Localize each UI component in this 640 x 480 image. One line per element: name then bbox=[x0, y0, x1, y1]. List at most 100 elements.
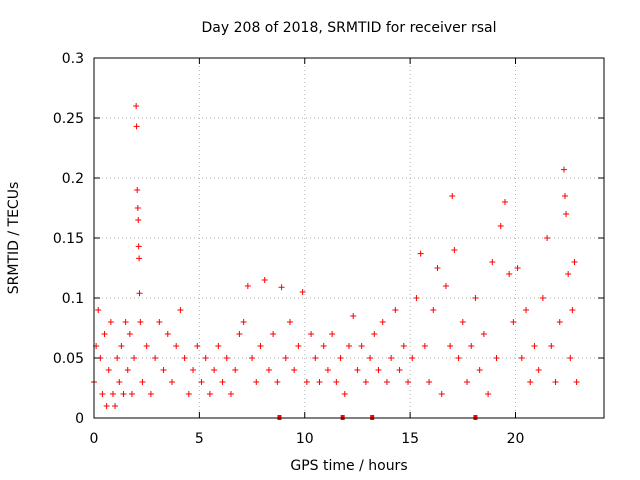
data-point bbox=[569, 307, 576, 313]
data-point bbox=[147, 391, 154, 397]
data-point bbox=[105, 367, 112, 373]
data-point bbox=[124, 367, 131, 373]
y-tick-label: 0.15 bbox=[53, 231, 84, 247]
data-point bbox=[168, 379, 175, 385]
data-point bbox=[392, 307, 399, 313]
y-tick-label: 0.2 bbox=[62, 171, 84, 187]
data-point bbox=[506, 271, 513, 277]
data-point bbox=[480, 331, 487, 337]
data-point bbox=[173, 343, 180, 349]
data-point bbox=[103, 403, 110, 409]
data-point bbox=[152, 355, 159, 361]
data-point bbox=[388, 355, 395, 361]
data-point bbox=[160, 367, 167, 373]
data-point bbox=[194, 343, 201, 349]
data-point bbox=[137, 319, 144, 325]
data-point bbox=[185, 391, 192, 397]
data-point bbox=[139, 379, 146, 385]
data-point bbox=[131, 355, 138, 361]
data-point bbox=[198, 379, 205, 385]
data-point bbox=[135, 243, 142, 250]
data-point bbox=[497, 223, 504, 229]
grid-lines bbox=[94, 58, 604, 418]
data-point bbox=[346, 343, 352, 349]
data-point bbox=[244, 283, 251, 289]
data-point bbox=[417, 250, 424, 257]
data-point bbox=[219, 379, 226, 385]
data-point bbox=[329, 331, 336, 337]
y-tick-label: 0 bbox=[75, 411, 84, 427]
data-point bbox=[383, 379, 390, 385]
data-point bbox=[308, 331, 315, 337]
data-point bbox=[240, 319, 247, 325]
data-point bbox=[134, 187, 141, 193]
data-point bbox=[563, 211, 570, 217]
x-tick-label: 10 bbox=[296, 431, 314, 447]
data-point bbox=[133, 123, 140, 130]
data-point bbox=[426, 379, 433, 385]
data-point bbox=[476, 367, 483, 373]
data-point bbox=[362, 379, 369, 385]
data-point bbox=[109, 391, 116, 397]
data-point bbox=[270, 331, 277, 337]
data-point bbox=[278, 284, 285, 291]
data-point bbox=[468, 343, 475, 349]
data-point bbox=[143, 343, 150, 349]
data-point bbox=[232, 367, 239, 373]
y-axis-label: SRMTID / TECUs bbox=[6, 182, 22, 295]
data-point bbox=[261, 277, 268, 283]
data-point bbox=[571, 259, 578, 265]
data-point bbox=[464, 379, 471, 385]
data-point bbox=[114, 355, 121, 361]
data-point bbox=[396, 367, 403, 373]
y-tick-label: 0.3 bbox=[62, 51, 84, 67]
data-point bbox=[565, 271, 572, 277]
data-point bbox=[573, 379, 580, 385]
data-point bbox=[449, 193, 456, 199]
data-point bbox=[375, 367, 382, 373]
data-point bbox=[409, 355, 416, 361]
data-points bbox=[91, 103, 580, 409]
data-point bbox=[133, 103, 140, 109]
data-point bbox=[190, 367, 197, 373]
data-point bbox=[295, 343, 302, 349]
data-point bbox=[438, 391, 445, 397]
data-point bbox=[472, 295, 479, 301]
data-point bbox=[367, 355, 374, 361]
data-point bbox=[337, 355, 344, 361]
data-point bbox=[135, 217, 142, 223]
data-point bbox=[116, 379, 123, 385]
x-tick-label: 0 bbox=[90, 431, 99, 447]
y-tick-label: 0.05 bbox=[53, 351, 84, 367]
data-point bbox=[320, 343, 327, 349]
data-point bbox=[459, 319, 466, 325]
data-point bbox=[562, 193, 569, 199]
chart-title: Day 208 of 2018, SRMTID for receiver rsa… bbox=[202, 20, 497, 36]
data-point bbox=[350, 313, 357, 319]
data-point bbox=[354, 367, 361, 373]
data-point bbox=[215, 343, 222, 349]
data-point bbox=[95, 307, 102, 313]
data-point bbox=[552, 379, 559, 385]
data-point bbox=[333, 379, 340, 385]
data-point bbox=[379, 319, 386, 325]
data-point bbox=[341, 391, 348, 397]
data-point bbox=[535, 367, 542, 373]
data-point bbox=[316, 379, 323, 385]
data-point bbox=[312, 355, 319, 361]
data-point bbox=[413, 295, 420, 301]
data-point bbox=[136, 290, 143, 297]
data-point bbox=[265, 367, 272, 373]
data-point bbox=[282, 355, 289, 361]
data-point bbox=[257, 343, 264, 349]
data-point bbox=[136, 255, 143, 262]
data-point bbox=[485, 391, 492, 397]
data-point bbox=[518, 355, 525, 361]
y-tick-label: 0.1 bbox=[62, 291, 84, 307]
data-point bbox=[291, 367, 298, 373]
x-axis-ticks: 0 5 10 15 20 bbox=[90, 58, 524, 447]
data-point bbox=[274, 379, 281, 385]
data-point bbox=[421, 343, 428, 349]
data-point bbox=[489, 259, 496, 265]
data-point bbox=[442, 283, 449, 289]
